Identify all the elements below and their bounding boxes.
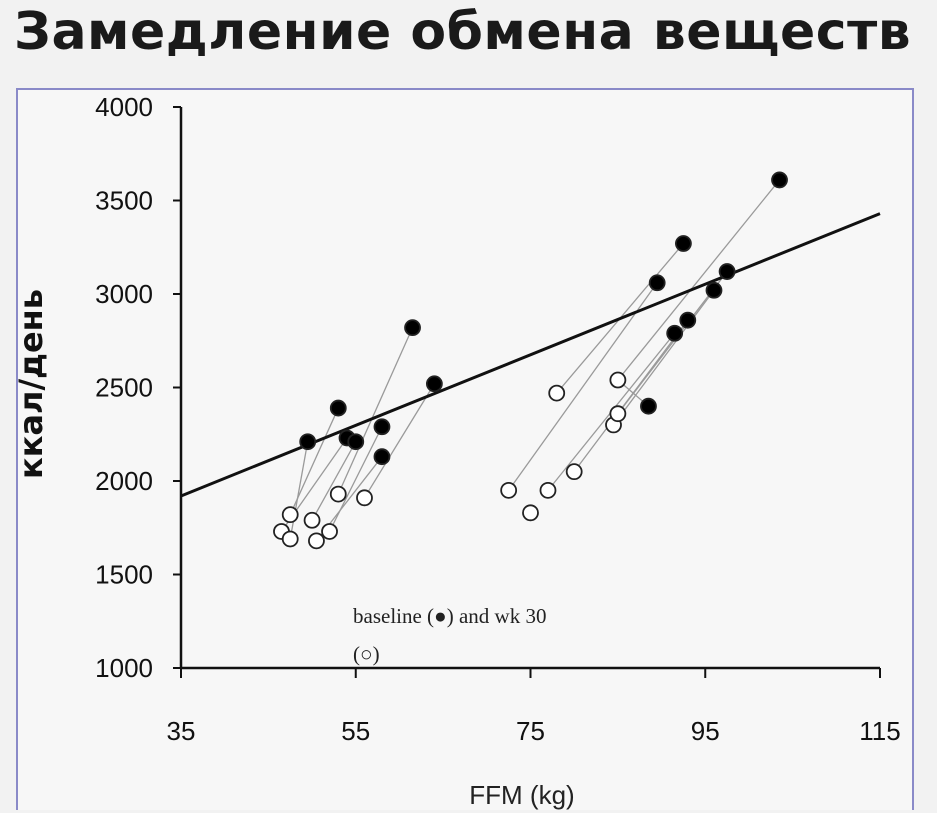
pair-line	[617, 179, 781, 381]
week30-point	[539, 481, 557, 499]
pair-line	[612, 289, 715, 426]
y-tick-label: 3500	[95, 186, 153, 216]
y-tick-label: 4000	[95, 92, 153, 122]
x-axis-label: FFM (kg)	[469, 780, 574, 810]
pair-line	[337, 327, 414, 495]
week30-point	[548, 384, 566, 402]
week30-point	[281, 530, 299, 548]
week30-point	[609, 405, 627, 423]
x-tick-label: 115	[859, 716, 900, 746]
regression-line	[180, 212, 881, 498]
week30-point	[356, 489, 373, 507]
baseline-point	[771, 171, 788, 189]
pair-lines	[280, 179, 781, 542]
x-tick-label: 55	[341, 716, 370, 746]
baseline-point	[675, 235, 692, 252]
week30-point	[565, 463, 583, 481]
baseline-point	[329, 399, 347, 417]
baseline-point	[718, 263, 736, 280]
pair-line	[363, 383, 435, 499]
baseline-point	[640, 397, 657, 415]
y-tick-label: 3000	[95, 279, 153, 309]
baseline-point	[347, 433, 365, 451]
y-tick-label: 1000	[95, 653, 153, 683]
week30-point	[308, 532, 325, 550]
baseline-point	[705, 281, 723, 299]
y-tick-label: 2000	[95, 466, 153, 496]
week30-point	[500, 481, 518, 499]
week30-point	[522, 504, 539, 522]
x-tick-label: 95	[691, 716, 720, 746]
pair-line	[289, 441, 309, 540]
y-axis-label: ккал/день	[12, 289, 50, 479]
week30-point	[281, 506, 299, 524]
pair-line	[328, 426, 383, 532]
week30-point	[329, 485, 347, 503]
week30-point	[303, 511, 321, 529]
annotation-line-2: (○)	[353, 642, 380, 666]
y-tick-label: 2500	[95, 373, 153, 403]
page-title: Замедление обмена веществ	[14, 2, 912, 62]
axes	[173, 106, 881, 678]
x-tick-label: 35	[167, 716, 196, 746]
pair-line	[289, 407, 339, 515]
pair-line	[508, 282, 658, 491]
baseline-point	[666, 324, 684, 342]
annotation-line-1: baseline (●) and wk 30	[353, 604, 546, 628]
y-tick-label: 1500	[95, 560, 153, 590]
baseline-point	[425, 375, 443, 393]
baseline-point	[299, 433, 317, 451]
x-tick-label: 75	[516, 716, 545, 746]
week30-point	[609, 371, 627, 389]
baseline-point	[373, 418, 391, 436]
pair-line	[311, 441, 357, 521]
baseline-point	[404, 319, 421, 337]
baseline-point	[679, 311, 697, 329]
week30-point	[321, 523, 338, 540]
tick-labels: 1000 1500 2000 2500 3000 3500 4000 35 55 75 95 115	[95, 92, 901, 746]
baseline-point	[648, 274, 666, 292]
slide-frame	[16, 88, 914, 810]
data-points	[273, 171, 788, 550]
baseline-point	[373, 448, 391, 466]
